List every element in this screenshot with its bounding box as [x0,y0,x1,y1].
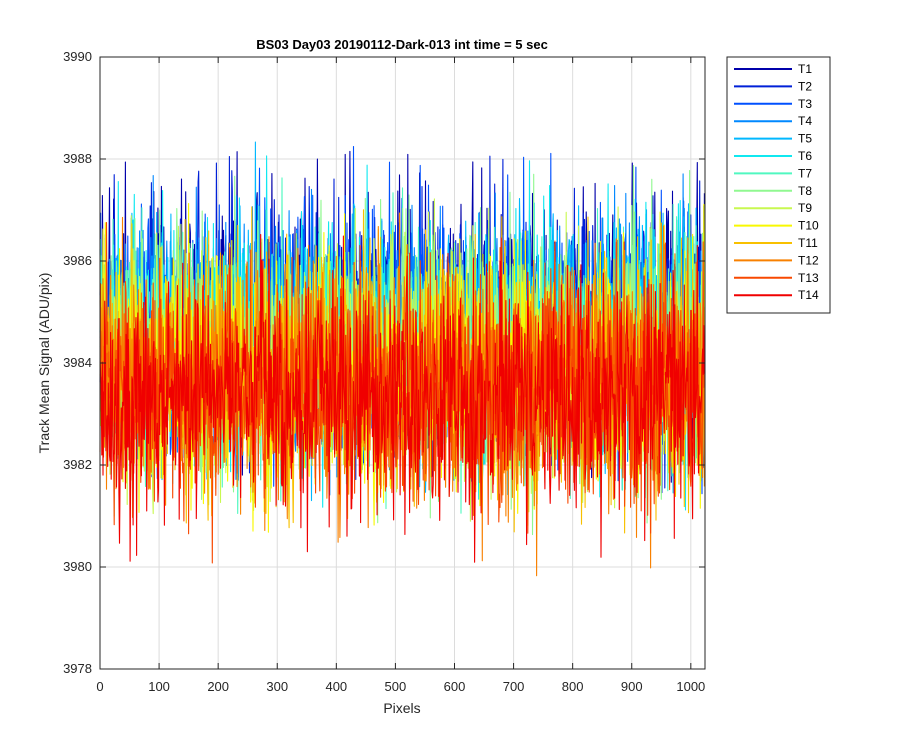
legend-entry-t12: T12 [734,253,819,267]
x-tick-label: 700 [503,679,525,694]
x-tick-label: 200 [207,679,229,694]
y-tick-label: 3986 [63,253,92,268]
legend-label: T4 [798,114,812,128]
x-tick-label: 400 [325,679,347,694]
legend-label: T12 [798,253,819,267]
y-axis-ticks: 3978 3980 3982 3984 3986 3988 3990 [63,49,705,676]
x-tick-label: 0 [96,679,103,694]
legend-label: T3 [798,97,812,111]
legend-entry-t3: T3 [734,97,812,111]
legend-label: T5 [798,132,812,146]
x-tick-label: 800 [562,679,584,694]
legend-items: T1 T2 T3 T4 T5 T6 T7 T8 T9 T10 T11 T12 T13 T14 [734,62,819,302]
legend-box [726,56,831,314]
legend-label: T11 [798,236,818,250]
legend-entry-t6: T6 [734,149,812,163]
series-line-t14 [99,233,705,563]
x-axis-label: Pixels [383,700,420,716]
legend-label: T13 [798,271,819,285]
plot-area: 0 100 200 300 400 500 600 700 800 900 1000 3978 398… [63,49,706,694]
legend: T1 T2 T3 T4 T5 T6 T7 T8 T9 T10 T11 T12 T13 T14 [726,56,831,314]
legend-entry-t7: T7 [734,166,812,180]
legend-entry-t10: T10 [734,219,819,233]
legend-label: T6 [798,149,812,163]
legend-label: T9 [798,201,812,215]
x-tick-label: 300 [266,679,288,694]
x-tick-label: 100 [148,679,170,694]
legend-label: T8 [798,184,812,198]
x-tick-label: 600 [444,679,466,694]
x-tick-label: 500 [385,679,407,694]
y-tick-label: 3988 [63,151,92,166]
y-tick-label: 3978 [63,661,92,676]
series-layer [99,141,705,577]
y-tick-label: 3990 [63,49,92,64]
legend-label: T2 [798,79,812,93]
legend-entry-t13: T13 [734,271,819,285]
legend-entry-t9: T9 [734,201,812,215]
legend-entry-t14: T14 [734,288,819,302]
legend-entry-t11: T11 [734,236,818,250]
legend-label: T7 [798,166,812,180]
legend-entry-t1: T1 [734,62,812,76]
legend-entry-t8: T8 [734,184,812,198]
series-line-t13 [99,222,705,564]
y-tick-label: 3984 [63,355,92,370]
x-tick-label: 1000 [676,679,705,694]
legend-label: T14 [798,288,819,302]
x-tick-label: 900 [621,679,643,694]
legend-label: T1 [798,62,812,76]
x-axis-ticks: 0 100 200 300 400 500 600 700 800 900 1000 [96,57,705,694]
legend-entry-t4: T4 [734,114,812,128]
legend-entry-t5: T5 [734,132,812,146]
y-tick-label: 3982 [63,457,92,472]
y-axis-label: Track Mean Signal (ADU/pix) [36,273,52,454]
legend-entry-t2: T2 [734,79,812,93]
y-tick-label: 3980 [63,559,92,574]
legend-label: T10 [798,219,819,233]
chart-title: BS03 Day03 20190112-Dark-013 int time = … [256,37,548,52]
